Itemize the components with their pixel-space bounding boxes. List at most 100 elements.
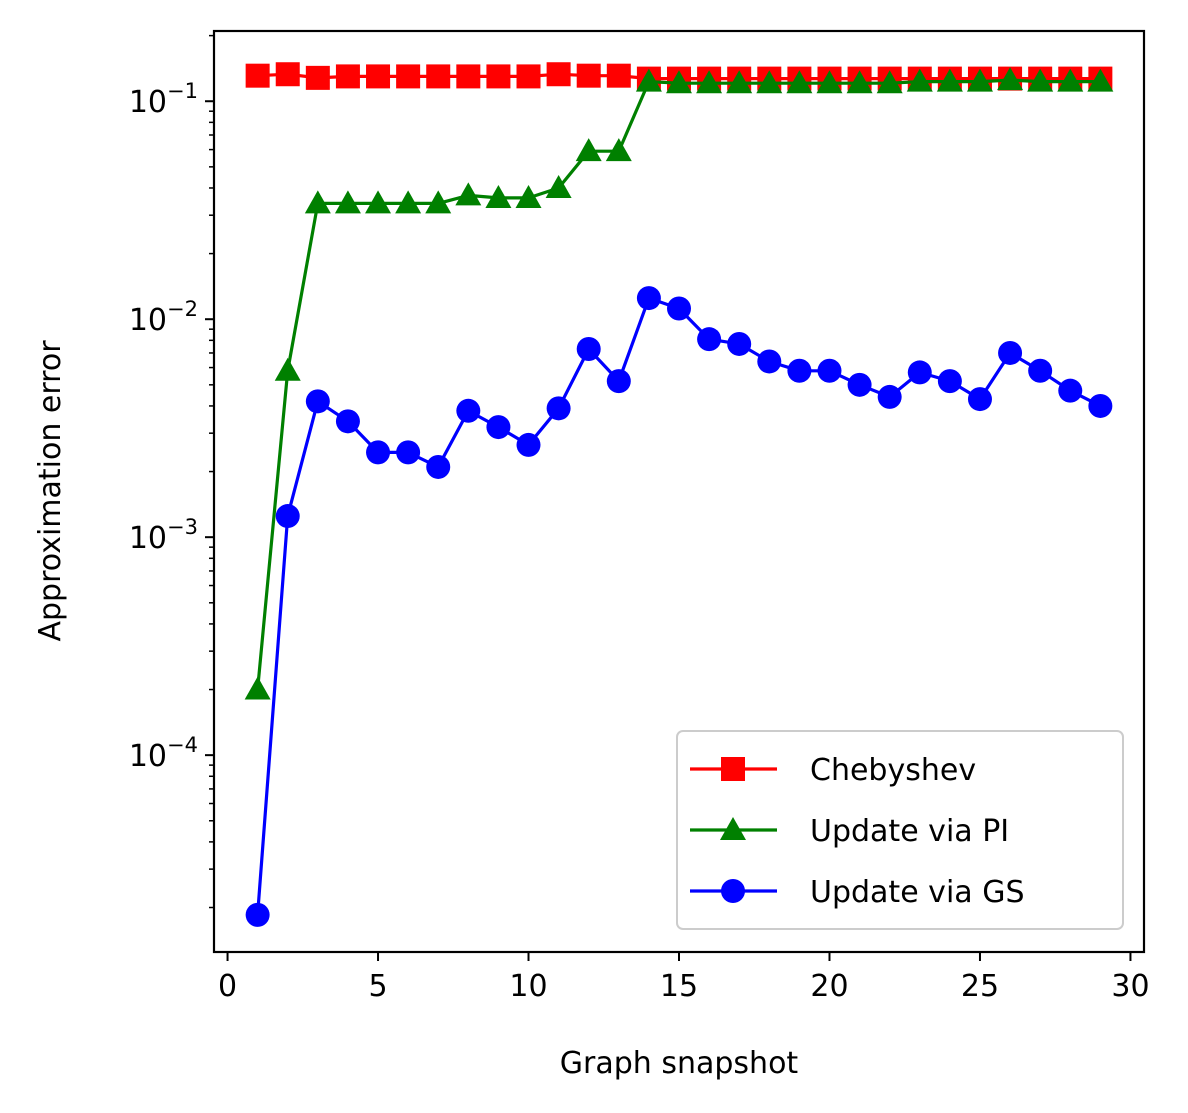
data-point [516, 432, 541, 457]
y-tick-exponent: −2 [167, 297, 198, 321]
legend-box [676, 730, 1124, 930]
x-tick-label: 25 [961, 969, 999, 1004]
legend: Chebyshev Update via PI Update via GS [676, 730, 1124, 930]
y-tick-label: 10−1 [129, 79, 198, 120]
data-point [936, 68, 963, 92]
data-point [245, 63, 270, 88]
data-point [998, 340, 1023, 365]
data-point [304, 190, 331, 214]
data-point [847, 372, 872, 397]
data-point [1028, 358, 1053, 383]
data-point [1088, 393, 1113, 418]
y-tick-base: 10 [129, 739, 167, 774]
data-point [907, 360, 932, 385]
data-point [455, 182, 482, 206]
data-point [456, 64, 481, 89]
data-point [757, 349, 782, 374]
data-point [486, 64, 511, 89]
data-point [546, 62, 571, 87]
data-point [486, 415, 511, 440]
series-update-via-pi [244, 67, 1114, 700]
data-point [244, 676, 271, 700]
data-point [605, 138, 632, 162]
data-point [817, 358, 842, 383]
legend-marker [721, 879, 745, 903]
data-point [365, 190, 392, 214]
data-point [515, 184, 542, 208]
data-point [305, 65, 330, 90]
data-point [756, 70, 783, 94]
data-point [426, 64, 451, 89]
data-point [846, 70, 873, 94]
data-point [425, 190, 452, 214]
y-tick-exponent: −3 [167, 515, 198, 539]
data-point [396, 440, 421, 465]
y-axis: 10−110−210−310−4 [129, 34, 214, 909]
y-tick-base: 10 [129, 303, 167, 338]
data-point [787, 358, 812, 383]
data-point [485, 184, 512, 208]
data-point [636, 286, 661, 311]
series-layer [244, 62, 1114, 927]
data-point [334, 190, 361, 214]
x-tick-label: 30 [1111, 969, 1149, 1004]
data-point [335, 409, 360, 434]
data-point [635, 68, 662, 92]
x-tick-label: 10 [509, 969, 547, 1004]
x-tick-label: 5 [368, 969, 387, 1004]
data-point [366, 440, 391, 465]
data-point [516, 64, 541, 89]
x-axis: 0 5 10 15 20 25 30 [218, 952, 1150, 1004]
legend-label: Update via GS [810, 875, 1024, 910]
y-tick-label: 10−2 [129, 297, 198, 338]
data-point [575, 138, 602, 162]
data-point [697, 327, 722, 352]
series-update-via-gs [245, 286, 1113, 927]
data-point [275, 504, 300, 529]
data-point [456, 398, 481, 423]
data-point [1027, 68, 1054, 92]
data-point [576, 336, 601, 361]
data-point [876, 70, 903, 94]
data-point [546, 396, 571, 421]
data-point [606, 63, 631, 88]
legend-label: Update via PI [810, 814, 1009, 849]
legend-item: Update via PI [690, 814, 1009, 849]
data-point [305, 389, 330, 414]
legend-marker [720, 817, 746, 840]
data-point [396, 64, 421, 89]
data-point [966, 68, 993, 92]
data-point [395, 190, 422, 214]
data-point [606, 369, 631, 394]
data-point [545, 174, 572, 198]
y-axis-label: Approximation error [33, 340, 68, 642]
data-point [274, 357, 301, 381]
data-point [245, 902, 270, 927]
data-point [335, 64, 360, 89]
data-point [576, 63, 601, 88]
data-point [666, 70, 692, 94]
x-tick-label: 15 [660, 969, 698, 1004]
y-tick-label: 10−3 [129, 515, 198, 556]
data-point [1058, 378, 1083, 403]
data-point [696, 70, 723, 94]
y-tick-base: 10 [129, 85, 167, 120]
data-point [967, 387, 992, 412]
legend-item: Update via GS [690, 875, 1024, 910]
legend-label: Chebyshev [810, 753, 976, 788]
data-point [906, 68, 933, 92]
legend-marker [721, 757, 745, 781]
data-point [366, 64, 391, 89]
data-point [786, 70, 813, 94]
y-tick-exponent: −1 [167, 79, 198, 103]
y-tick-exponent: −4 [167, 733, 198, 757]
data-point [426, 454, 451, 479]
data-point [937, 369, 962, 394]
x-tick-label: 20 [810, 969, 848, 1004]
x-axis-label: Graph snapshot [560, 1046, 799, 1081]
data-point [1057, 68, 1084, 92]
data-point [667, 296, 691, 321]
data-point [275, 62, 300, 87]
